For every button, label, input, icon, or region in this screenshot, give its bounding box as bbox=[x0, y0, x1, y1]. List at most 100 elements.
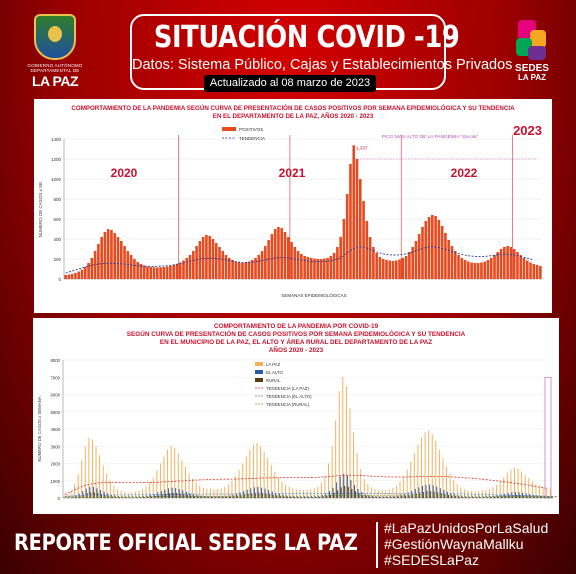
chart1-bar bbox=[424, 221, 428, 279]
chart1-bar bbox=[525, 260, 529, 279]
chart1-bar bbox=[519, 255, 523, 279]
chart2-bar-rural bbox=[304, 497, 306, 498]
chart2-bar-rural bbox=[294, 497, 296, 498]
chart2-bar-el-alto bbox=[314, 496, 316, 498]
chart2-ytick-label: 5000 bbox=[50, 410, 60, 415]
chart1-ytick-label: 800 bbox=[53, 197, 61, 202]
chart2-bar-la-paz bbox=[524, 474, 526, 498]
chart2-bar-el-alto bbox=[332, 487, 334, 498]
chart2-bar-la-paz bbox=[324, 475, 326, 498]
chart2-bar-la-paz bbox=[528, 478, 530, 498]
chart1-bar bbox=[453, 251, 457, 279]
chart2-bar-el-alto bbox=[514, 491, 516, 498]
chart2-ytick-label: 3000 bbox=[50, 444, 60, 449]
chart1-bar bbox=[375, 253, 378, 279]
chart2-bar-la-paz bbox=[195, 482, 197, 498]
chart2-bar-rural bbox=[544, 496, 546, 498]
chart2-bar-la-paz bbox=[74, 484, 76, 498]
chart2-bar-el-alto bbox=[117, 496, 119, 498]
municipality-chart-panel: COMPORTAMIENTO DE LA PANDEMIA POR COVID-… bbox=[33, 318, 559, 514]
chart1-bar bbox=[237, 262, 241, 279]
chart1-bar bbox=[316, 259, 320, 279]
chart2-ytick-label: 8000 bbox=[50, 358, 60, 363]
chart1-trend-line bbox=[65, 246, 534, 274]
chart2-bar-el-alto bbox=[286, 495, 288, 498]
chart2-bar-el-alto bbox=[168, 488, 170, 498]
chart2-bar-rural bbox=[287, 496, 289, 498]
chart2-bar-rural bbox=[397, 496, 399, 498]
chart2-bar-rural bbox=[505, 495, 507, 498]
chart2-legend-label: TENDENCIA (RURAL) bbox=[266, 402, 310, 407]
chart2-bar-el-alto bbox=[71, 496, 73, 498]
chart1-bar bbox=[463, 260, 467, 279]
chart2-trend-line bbox=[64, 492, 559, 497]
chart1-bar bbox=[293, 247, 297, 279]
chart2-bar-la-paz bbox=[145, 486, 147, 498]
chart2-bar-el-alto bbox=[511, 492, 513, 498]
chart1-y-axis-title: NÚMERO DE CASOS x SE. bbox=[37, 181, 43, 238]
chart2-bar-el-alto bbox=[439, 488, 441, 498]
chart1-bar bbox=[116, 237, 120, 279]
chart1-bar bbox=[483, 261, 487, 279]
chart2-bar-el-alto bbox=[375, 496, 377, 498]
chart2-bar-la-paz bbox=[410, 461, 412, 498]
chart2-bar-rural bbox=[176, 492, 178, 498]
chart2-bar-rural bbox=[222, 497, 224, 498]
chart2-bar-el-alto bbox=[100, 490, 102, 498]
chart2-bar-la-paz bbox=[63, 496, 65, 498]
chart1-bar bbox=[273, 229, 277, 279]
chart2-bar-el-alto bbox=[475, 496, 477, 498]
chart1-bar bbox=[342, 219, 346, 279]
chart2-bar-la-paz bbox=[413, 453, 415, 498]
chart1-svg: 0 200 400 600 800 1000 1200 1400 2020 2021 2022 202… bbox=[37, 123, 542, 298]
chart2-bar-la-paz bbox=[249, 449, 251, 498]
chart2-bar-rural bbox=[122, 497, 124, 498]
chart2-bar-rural bbox=[380, 497, 381, 498]
title-box: SITUACIÓN COVID -19 Datos: Sistema Públi… bbox=[130, 14, 512, 92]
chart2-bar-la-paz bbox=[288, 486, 290, 498]
chart1-bar bbox=[470, 262, 473, 279]
chart2-bar-rural bbox=[258, 492, 260, 498]
chart2-bar-la-paz bbox=[181, 460, 183, 498]
chart2-bar-la-paz bbox=[442, 458, 444, 498]
chart2-bar-el-alto bbox=[207, 496, 209, 498]
chart2-bar-la-paz bbox=[245, 456, 247, 498]
chart2-bar-la-paz bbox=[127, 492, 129, 498]
chart2-bar-la-paz bbox=[456, 484, 458, 498]
chart2-bar-la-paz bbox=[399, 481, 401, 498]
chart2-bar-el-alto bbox=[89, 486, 91, 498]
chart2-bar-el-alto bbox=[160, 491, 162, 498]
chart2-bar-la-paz bbox=[510, 469, 512, 498]
chart2-title: COMPORTAMIENTO DE LA PANDEMIA POR COVID-… bbox=[213, 323, 379, 330]
chart2-bar-la-paz bbox=[342, 377, 344, 498]
chart2-bar-la-paz bbox=[95, 446, 97, 498]
chart1-bar bbox=[172, 265, 175, 279]
chart2-bar-rural bbox=[437, 492, 439, 498]
chart2-bar-rural bbox=[408, 495, 410, 498]
chart1-trend-line-path bbox=[65, 246, 534, 274]
chart1-bar bbox=[509, 247, 513, 279]
chart1-bar bbox=[496, 252, 500, 279]
chart2-bar-la-paz bbox=[349, 408, 351, 498]
chart2-bar-rural bbox=[161, 494, 163, 498]
chart2-bar-rural bbox=[369, 496, 371, 498]
chart2-bar-rural bbox=[473, 497, 474, 498]
chart2-bar-la-paz bbox=[238, 470, 240, 498]
chart1-bar bbox=[427, 217, 431, 279]
chart2-bar-el-alto bbox=[214, 496, 216, 498]
chart1-bar bbox=[303, 256, 306, 279]
chart1-bar bbox=[336, 247, 339, 279]
chart2-bar-la-paz bbox=[113, 485, 115, 498]
chart2-bar-el-alto bbox=[92, 486, 94, 498]
chart2-bar-la-paz bbox=[167, 449, 169, 498]
chart1-bar bbox=[234, 261, 238, 279]
chart2-bar-el-alto bbox=[125, 496, 127, 498]
chart2-bar-la-paz bbox=[331, 446, 333, 498]
chart2-legend-label: EL ALTO bbox=[266, 370, 284, 375]
chart2-legend-label: TENDENCIA (EL ALTO) bbox=[266, 394, 312, 399]
chart2-bar-el-alto bbox=[200, 495, 202, 498]
chart1-bar bbox=[368, 237, 372, 279]
chart1-bar bbox=[319, 259, 323, 279]
chart2-bar-el-alto bbox=[196, 494, 198, 498]
chart1-bar bbox=[208, 236, 212, 279]
